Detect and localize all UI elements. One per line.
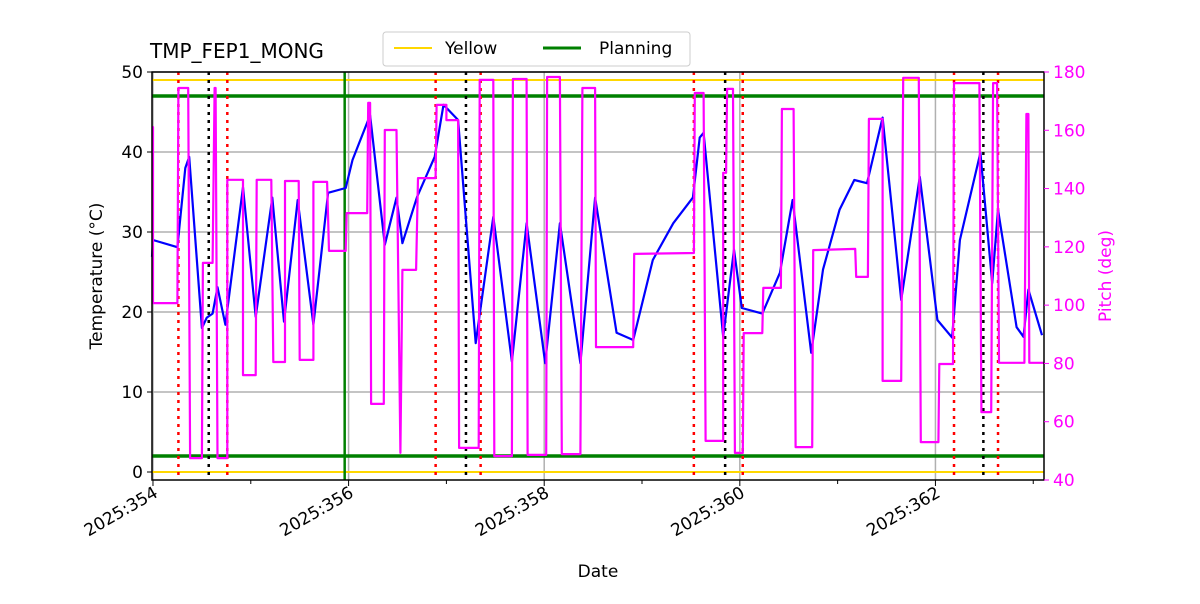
legend-frame [382, 31, 691, 67]
y2-tick-label: 160 [1053, 121, 1085, 141]
y2-tick-label: 120 [1053, 238, 1085, 258]
chart-title: TMP_FEP1_MONG [149, 39, 324, 63]
y2-axis-label: Pitch (deg) [1096, 230, 1116, 322]
y-axis-label: Temperature (°C) [87, 203, 107, 351]
y-tick-label: 30 [121, 223, 143, 243]
y2-tick-label: 60 [1053, 413, 1075, 433]
reference-lines [152, 72, 1044, 480]
y-tick-label: 40 [121, 143, 143, 163]
y2-tick-label: 180 [1053, 63, 1085, 83]
series-group [150, 75, 1044, 460]
y-tick-label: 10 [121, 383, 143, 403]
y-tick-label: 50 [121, 63, 143, 83]
y-tick-label: 20 [121, 303, 143, 323]
y2-tick-label: 40 [1053, 471, 1075, 491]
y2-tick-label: 100 [1053, 296, 1085, 316]
legend: Yellow Planning [382, 31, 691, 67]
y2-tick-label: 80 [1053, 354, 1075, 374]
temperature-series-line [150, 103, 1044, 365]
x-axis-label: Date [578, 562, 619, 582]
pitch-series-line [151, 75, 1044, 460]
legend-label-planning: Planning [599, 39, 672, 59]
y2-tick-label: 140 [1053, 180, 1085, 200]
legend-label-yellow: Yellow [444, 39, 497, 59]
y-tick-label: 0 [132, 463, 143, 483]
plot-frame [151, 71, 1045, 481]
